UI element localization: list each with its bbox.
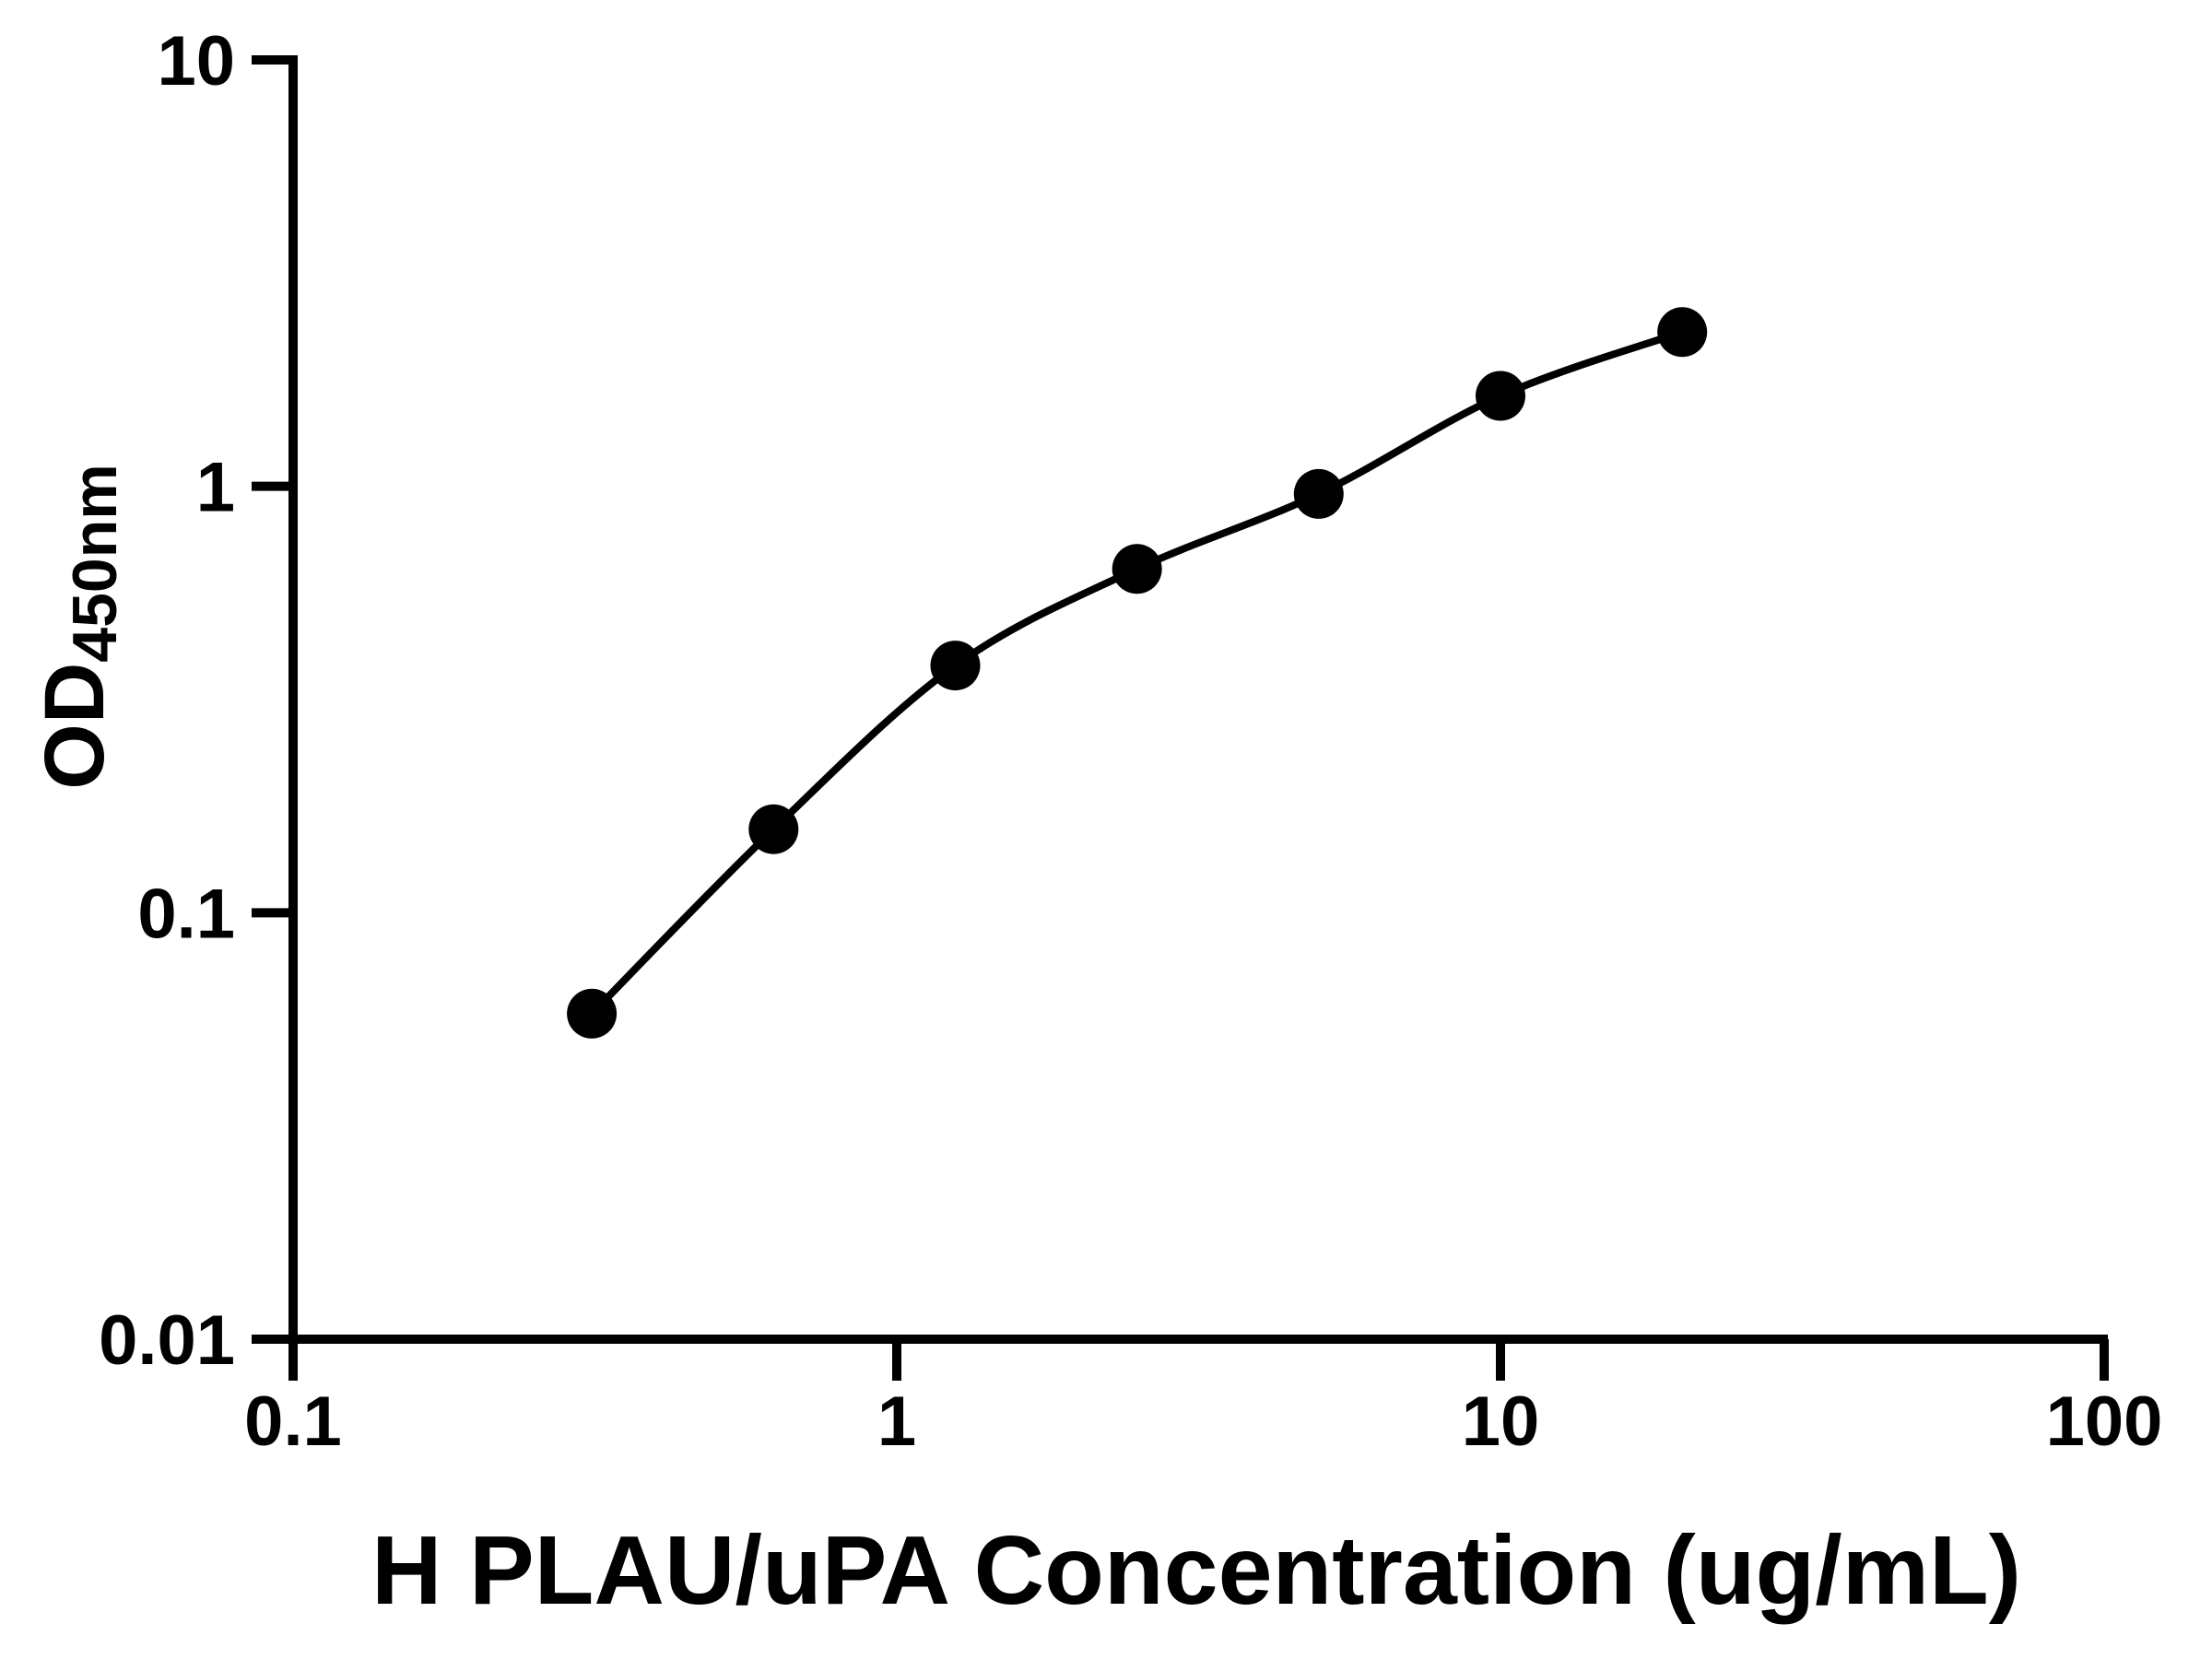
y-tick-label: 0.1 — [137, 875, 235, 953]
fit-curve — [589, 328, 1684, 1017]
data-point — [1476, 371, 1525, 421]
y-tick-label: 0.01 — [99, 1301, 235, 1380]
y-axis-title-main: OD — [28, 663, 122, 790]
x-tick-label: 100 — [2046, 1382, 2163, 1461]
x-axis-title: H PLAU/uPA Concentration (ug/mL) — [371, 1516, 2021, 1625]
y-axis-title: OD450nm — [28, 464, 130, 789]
data-point — [1112, 544, 1162, 594]
data-point — [1657, 307, 1708, 358]
y-axis-title-sub: 450nm — [60, 464, 130, 662]
data-point — [930, 641, 981, 691]
data-point — [567, 988, 618, 1039]
x-tick-label: 0.1 — [244, 1382, 342, 1461]
x-tick-label: 10 — [1462, 1382, 1540, 1461]
y-tick-label: 10 — [157, 22, 235, 100]
x-tick-label: 1 — [877, 1382, 916, 1461]
data-point — [1293, 468, 1344, 519]
data-point — [748, 804, 799, 854]
y-tick-label: 1 — [196, 449, 235, 527]
